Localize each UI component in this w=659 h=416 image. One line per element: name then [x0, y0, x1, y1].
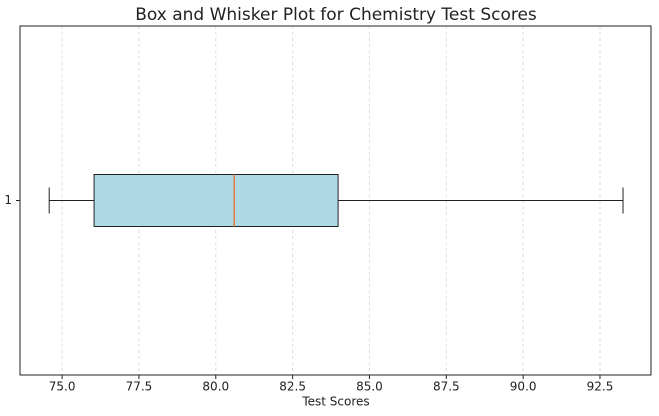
box: [93, 174, 339, 227]
x-tick-label: 90.0: [510, 380, 537, 394]
x-axis-label: Test Scores: [301, 395, 369, 409]
x-tick-label: 75.0: [49, 380, 76, 394]
x-tick-label: 87.5: [433, 380, 460, 394]
x-tick-label: 77.5: [126, 380, 153, 394]
x-tick-label: 82.5: [279, 380, 306, 394]
x-tick-label: 80.0: [202, 380, 229, 394]
x-tick-label: 85.0: [356, 380, 383, 394]
chart-title: Box and Whisker Plot for Chemistry Test …: [135, 5, 537, 25]
y-tick-label: 1: [4, 193, 12, 207]
x-tick-label: 92.5: [587, 380, 614, 394]
